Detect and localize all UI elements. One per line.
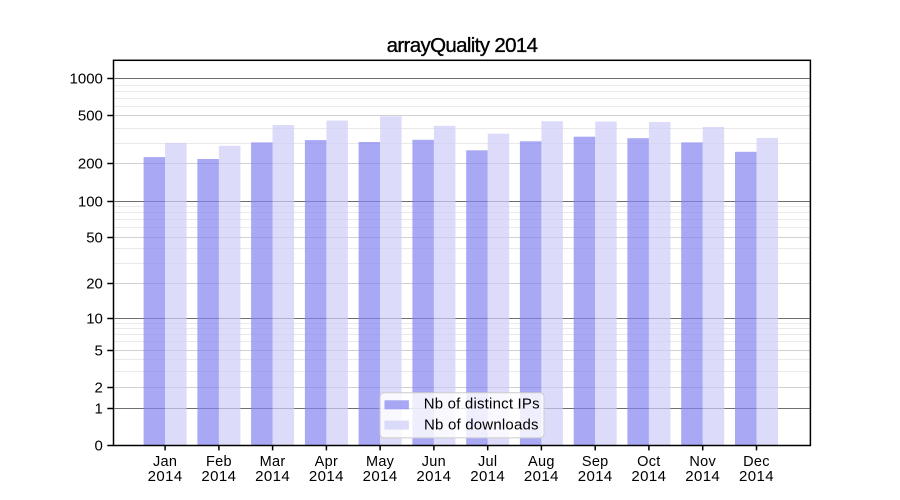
svg-text:200: 200	[78, 156, 103, 173]
svg-text:50: 50	[86, 230, 103, 247]
svg-text:2014: 2014	[309, 468, 344, 485]
svg-text:500: 500	[78, 108, 103, 125]
svg-text:100: 100	[78, 194, 103, 211]
svg-text:1: 1	[95, 401, 103, 418]
svg-text:Jun: Jun	[422, 454, 446, 470]
svg-text:Jan: Jan	[153, 454, 177, 470]
svg-text:2014: 2014	[631, 468, 666, 485]
svg-text:May: May	[366, 454, 395, 470]
svg-text:Feb: Feb	[206, 454, 232, 470]
svg-text:2: 2	[95, 380, 103, 397]
svg-text:Oct: Oct	[637, 454, 660, 470]
svg-text:arrayQuality 2014: arrayQuality 2014	[387, 34, 538, 57]
svg-text:Apr: Apr	[315, 454, 338, 470]
svg-text:10: 10	[86, 311, 103, 328]
svg-text:20: 20	[86, 276, 103, 293]
svg-text:2014: 2014	[470, 468, 505, 485]
svg-text:Nb of distinct IPs: Nb of distinct IPs	[424, 396, 540, 413]
svg-text:Mar: Mar	[260, 454, 286, 470]
svg-text:Jul: Jul	[478, 454, 497, 470]
svg-text:2014: 2014	[739, 468, 774, 485]
svg-text:2014: 2014	[363, 468, 398, 485]
svg-text:2014: 2014	[148, 468, 183, 485]
svg-text:Dec: Dec	[743, 454, 770, 470]
svg-text:1000: 1000	[70, 71, 103, 88]
svg-text:2014: 2014	[578, 468, 613, 485]
svg-text:Sep: Sep	[582, 454, 609, 470]
svg-text:2014: 2014	[201, 468, 236, 485]
svg-text:Aug: Aug	[528, 454, 555, 470]
svg-text:2014: 2014	[524, 468, 559, 485]
svg-text:2014: 2014	[255, 468, 290, 485]
svg-text:Nb of downloads: Nb of downloads	[424, 417, 539, 434]
svg-text:2014: 2014	[685, 468, 720, 485]
svg-text:2014: 2014	[416, 468, 451, 485]
svg-text:0: 0	[95, 438, 103, 455]
svg-text:Nov: Nov	[689, 454, 716, 470]
svg-text:5: 5	[95, 343, 103, 360]
